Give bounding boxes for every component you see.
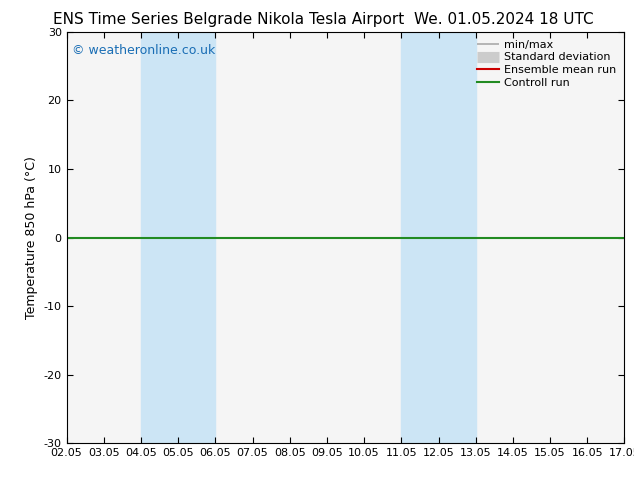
Text: ENS Time Series Belgrade Nikola Tesla Airport: ENS Time Series Belgrade Nikola Tesla Ai… bbox=[53, 12, 404, 27]
Text: © weatheronline.co.uk: © weatheronline.co.uk bbox=[72, 44, 216, 57]
Bar bbox=[141, 32, 216, 443]
Text: We. 01.05.2024 18 UTC: We. 01.05.2024 18 UTC bbox=[414, 12, 594, 27]
Legend: min/max, Standard deviation, Ensemble mean run, Controll run: min/max, Standard deviation, Ensemble me… bbox=[474, 37, 619, 90]
Y-axis label: Temperature 850 hPa (°C): Temperature 850 hPa (°C) bbox=[25, 156, 38, 319]
Bar bbox=[401, 32, 476, 443]
